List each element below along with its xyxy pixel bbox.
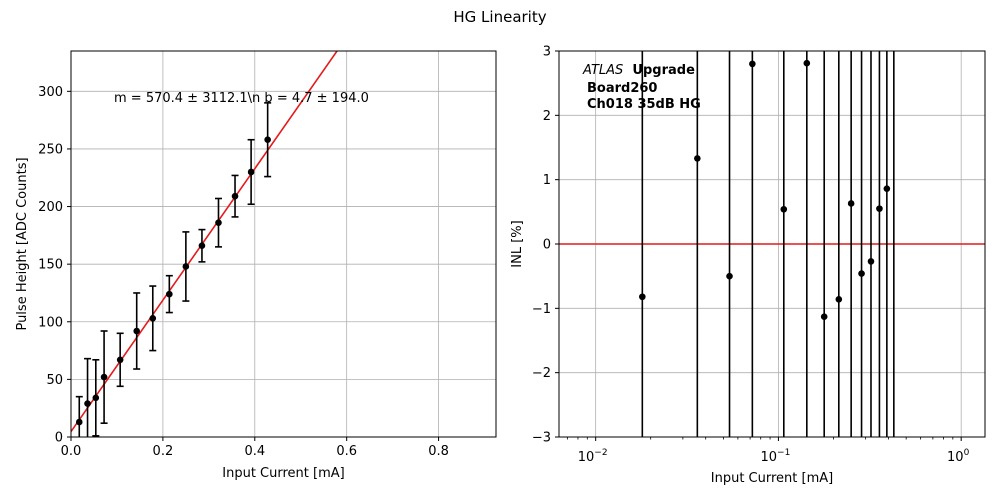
inl-data-point — [876, 205, 883, 212]
data-point — [166, 290, 173, 298]
inl-data-point — [867, 258, 875, 265]
data-point — [247, 168, 255, 176]
right-y-tick-label: 0 — [543, 238, 551, 253]
right-y-axis-label: INL [%] — [510, 220, 525, 267]
inl-data-point — [847, 200, 855, 207]
left-panel: 0.0 0.2 0.4 0.6 0.8 0 50 100 150 200 250 300 m = 57… — [15, 50, 497, 481]
inl-data-point — [883, 185, 891, 192]
data-point — [100, 373, 108, 381]
right-x-tick-label: 10−1 — [761, 448, 791, 465]
data-point — [133, 327, 141, 335]
right-y-tick-label: −1 — [532, 302, 551, 317]
right-y-tick-label: 1 — [543, 173, 551, 188]
right-y-tick-label: 3 — [543, 45, 551, 60]
left-data-points — [75, 102, 272, 437]
data-point — [116, 356, 124, 364]
inl-data-point — [820, 313, 828, 320]
inl-data-point — [803, 59, 811, 67]
right-x-tick-exponent: 0 — [964, 448, 970, 458]
left-y-tick-label: 50 — [46, 373, 63, 388]
data-point — [231, 192, 239, 200]
inl-data-point — [780, 205, 788, 213]
data-point — [92, 394, 100, 402]
data-point — [198, 242, 206, 250]
fit-line — [71, 51, 339, 433]
right-panel: 10−2 10−1 100 −3 −2 −1 0 1 2 3 ATLAS Upgrade Boar… — [510, 45, 986, 486]
inl-data-point — [639, 293, 646, 301]
left-y-tick-label: 150 — [38, 258, 63, 273]
left-x-tick-label: 0.8 — [428, 444, 449, 459]
right-x-tick-exponent: −1 — [777, 448, 790, 458]
inl-data-point — [694, 155, 701, 162]
left-x-tick-label: 0.2 — [153, 444, 174, 459]
right-annotation-line-1: ATLAS Upgrade — [582, 63, 695, 78]
inl-data-point — [726, 272, 733, 280]
left-x-tick-label: 0.6 — [336, 444, 357, 459]
left-y-tick-label: 300 — [38, 85, 63, 100]
left-x-tick-label: 0.0 — [61, 444, 82, 459]
left-x-axis-label: Input Current [mA] — [222, 466, 344, 481]
left-y-tick-label: 100 — [38, 315, 63, 330]
right-x-tick-exponent: −2 — [594, 448, 607, 458]
left-axes-frame — [70, 50, 497, 438]
right-annotation-channel: Ch018 35dB HG — [587, 97, 701, 112]
right-data-points — [639, 51, 898, 473]
left-fit-line — [71, 51, 339, 433]
inl-data-point — [858, 270, 865, 277]
data-point — [215, 219, 222, 226]
left-y-tick-label: 0 — [55, 431, 63, 446]
data-point — [182, 263, 190, 270]
figure-title: HG Linearity — [453, 8, 546, 26]
inl-data-point — [891, 466, 898, 473]
right-x-axis-label: Input Current [mA] — [711, 471, 833, 486]
right-annotation-board: Board260 — [587, 81, 657, 96]
data-point — [75, 418, 83, 426]
left-y-tick-label: 200 — [38, 200, 63, 215]
data-point — [264, 136, 271, 144]
right-y-tick-label: 2 — [543, 109, 551, 124]
right-x-tick-label: 100 — [947, 448, 970, 465]
data-point — [84, 400, 91, 407]
inl-data-point — [749, 60, 756, 68]
left-x-tick-label: 0.4 — [244, 444, 265, 459]
left-annotation: m = 570.4 ± 3112.1\n b = 4.7 ± 194.0 — [114, 91, 369, 106]
upgrade-label: Upgrade — [632, 63, 695, 78]
left-y-axis-label: Pulse Height [ADC Counts] — [15, 157, 30, 330]
left-grid — [70, 51, 496, 438]
right-y-tick-label: −2 — [532, 366, 551, 381]
atlas-label: ATLAS — [582, 63, 623, 78]
right-y-tick-label: −3 — [532, 431, 551, 446]
left-y-tick-label: 250 — [38, 142, 63, 157]
left-tick-labels: 0.0 0.2 0.4 0.6 0.8 0 50 100 150 200 250 300 — [38, 85, 449, 459]
inl-data-point — [835, 296, 843, 303]
right-x-tick-label: 10−2 — [578, 448, 608, 465]
data-point — [149, 315, 157, 322]
